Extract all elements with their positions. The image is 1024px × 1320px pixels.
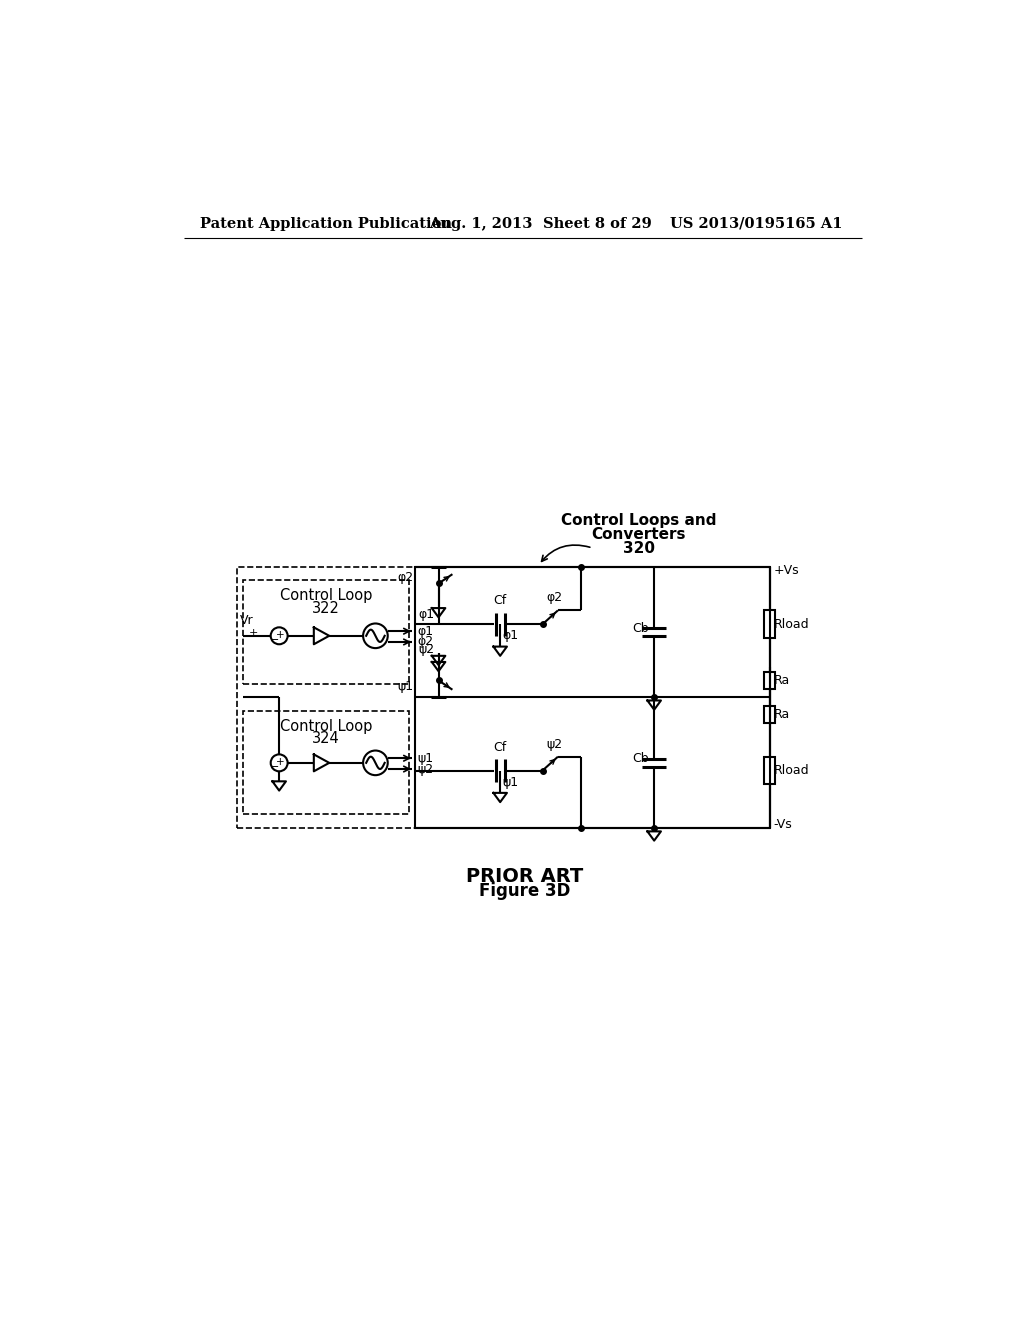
Bar [243,581,410,684]
Text: +: + [275,630,285,640]
Text: Control Loops and: Control Loops and [561,512,717,528]
Bar [764,672,775,689]
Text: φ1: φ1 [419,609,435,622]
Text: Patent Application Publication: Patent Application Publication [200,216,452,231]
Text: ψ1: ψ1 [503,776,518,788]
Text: Rload: Rload [773,764,809,777]
Text: φ1: φ1 [503,630,518,643]
Text: ψ1: ψ1 [397,680,414,693]
Text: −: − [270,762,280,772]
Text: Aug. 1, 2013: Aug. 1, 2013 [429,216,532,231]
Text: φ1: φ1 [417,624,433,638]
Text: US 2013/0195165 A1: US 2013/0195165 A1 [670,216,842,231]
Text: φ2: φ2 [397,570,414,583]
FancyArrowPatch shape [542,545,590,561]
Text: Converters: Converters [592,527,686,541]
Text: ψ2: ψ2 [419,643,435,656]
Text: Sheet 8 of 29: Sheet 8 of 29 [543,216,651,231]
Bar [416,566,770,829]
Bar [764,706,775,723]
Text: ψ2: ψ2 [547,738,562,751]
Bar [237,566,416,829]
Text: 322: 322 [312,601,340,615]
Text: φ2: φ2 [547,591,562,605]
Text: ψ2: ψ2 [417,763,433,776]
Bar [243,711,410,814]
Text: Ra: Ra [773,675,790,686]
Text: Cb: Cb [633,622,649,635]
Text: Rload: Rload [773,618,809,631]
Text: +: + [275,758,285,767]
Bar [764,756,775,784]
Text: Cf: Cf [494,741,507,754]
Text: 320: 320 [623,540,654,556]
Text: Control Loop: Control Loop [280,589,373,603]
Bar [764,610,775,638]
Text: −: − [270,635,280,645]
Text: +Vs: +Vs [773,564,799,577]
Text: Cf: Cf [494,594,507,607]
Text: Control Loop: Control Loop [280,719,373,734]
Text: Cb: Cb [633,752,649,766]
Text: φ2: φ2 [417,635,433,648]
Text: ψ1: ψ1 [417,751,433,764]
Text: +: + [249,628,258,639]
Text: Figure 3D: Figure 3D [479,883,570,900]
Text: Ra: Ra [773,708,790,721]
Text: PRIOR ART: PRIOR ART [466,866,584,886]
Text: -Vs: -Vs [773,818,793,832]
Text: 324: 324 [312,731,340,747]
Text: Vr: Vr [240,614,254,627]
